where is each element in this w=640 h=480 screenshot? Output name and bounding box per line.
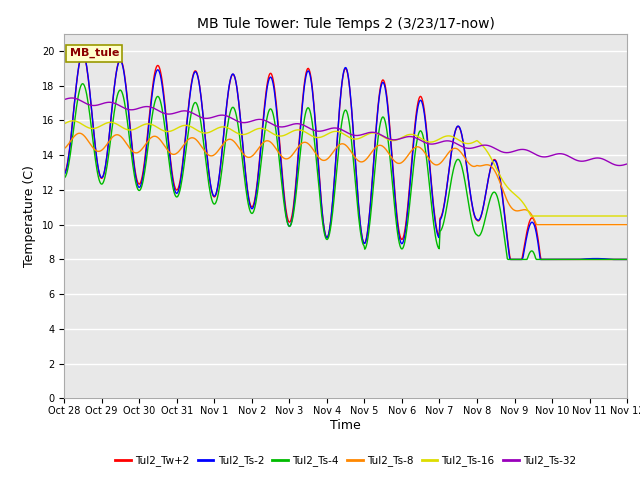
Tul2_Tw+2 [216,169,224,175]
Tul2_Ts-16 [216,124,224,130]
X-axis label: Time: Time [330,419,361,432]
Tul2_Ts-4 [129,163,137,168]
Line: Tul2_Ts-32: Tul2_Ts-32 [64,98,627,166]
Tul2_Tw+2 [129,151,137,156]
Tul2_Tw+2 [623,256,631,262]
Line: Tul2_Ts-16: Tul2_Ts-16 [64,121,627,216]
Tul2_Ts-16 [431,138,439,144]
Tul2_Ts-4 [623,256,631,262]
Tul2_Tw+2 [431,217,439,223]
Tul2_Ts-32 [431,141,439,146]
Tul2_Ts-32 [415,136,422,142]
Tul2_Ts-32 [129,107,137,113]
Tul2_Ts-8 [186,135,194,141]
Tul2_Ts-2 [431,220,439,226]
Tul2_Ts-4 [504,256,512,262]
Tul2_Ts-8 [533,222,541,228]
Tul2_Tw+2 [415,96,422,102]
Tul2_Ts-32 [216,112,224,118]
Tul2_Tw+2 [79,51,86,57]
Tul2_Tw+2 [60,170,68,176]
Tul2_Ts-32 [60,97,68,103]
Tul2_Ts-4 [79,81,86,86]
Tul2_Ts-8 [70,133,78,139]
Tul2_Ts-8 [431,162,439,168]
Tul2_Ts-2 [216,168,224,174]
Tul2_Ts-32 [68,95,76,101]
Tul2_Ts-4 [186,117,194,122]
Line: Tul2_Ts-8: Tul2_Ts-8 [64,133,627,225]
Tul2_Ts-4 [415,130,422,136]
Tul2_Ts-8 [60,146,68,152]
Tul2_Ts-2 [186,91,194,97]
Tul2_Tw+2 [70,102,78,108]
Tul2_Ts-4 [60,175,68,180]
Tul2_Ts-16 [528,213,536,219]
Tul2_Ts-8 [76,131,83,136]
Tul2_Ts-16 [186,123,194,129]
Tul2_Ts-32 [616,163,623,168]
Tul2_Ts-4 [216,181,224,187]
Tul2_Ts-4 [70,121,78,127]
Tul2_Tw+2 [186,90,194,96]
Title: MB Tule Tower: Tule Temps 2 (3/23/17-now): MB Tule Tower: Tule Temps 2 (3/23/17-now… [196,17,495,31]
Line: Tul2_Tw+2: Tul2_Tw+2 [64,54,627,259]
Tul2_Ts-8 [129,149,137,155]
Tul2_Ts-32 [186,109,194,115]
Tul2_Ts-16 [60,121,68,127]
Tul2_Ts-2 [129,153,137,159]
Tul2_Ts-16 [71,118,79,124]
Tul2_Ts-4 [431,232,439,238]
Tul2_Ts-2 [623,256,631,262]
Tul2_Ts-2 [507,256,515,262]
Line: Tul2_Ts-4: Tul2_Ts-4 [64,84,627,259]
Tul2_Ts-2 [60,171,68,177]
Line: Tul2_Ts-2: Tul2_Ts-2 [64,53,627,259]
Tul2_Tw+2 [507,256,515,262]
Tul2_Ts-8 [623,222,631,228]
Tul2_Ts-16 [415,134,422,140]
Tul2_Ts-32 [623,161,631,167]
Tul2_Ts-16 [129,127,137,132]
Tul2_Ts-8 [216,145,224,151]
Tul2_Ts-2 [415,100,422,106]
Tul2_Ts-2 [70,103,78,108]
Y-axis label: Temperature (C): Temperature (C) [23,165,36,267]
Tul2_Ts-16 [623,213,631,219]
Text: MB_tule: MB_tule [70,48,119,59]
Tul2_Ts-32 [71,96,79,101]
Tul2_Ts-8 [415,144,422,150]
Tul2_Ts-16 [68,118,76,124]
Tul2_Ts-2 [79,50,86,56]
Legend: Tul2_Tw+2, Tul2_Ts-2, Tul2_Ts-4, Tul2_Ts-8, Tul2_Ts-16, Tul2_Ts-32: Tul2_Tw+2, Tul2_Ts-2, Tul2_Ts-4, Tul2_Ts… [111,451,580,470]
